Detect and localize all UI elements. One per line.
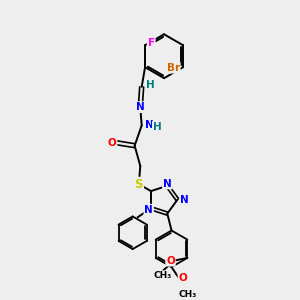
Text: N: N <box>136 102 145 112</box>
Text: F: F <box>148 38 155 48</box>
Text: N: N <box>163 178 172 188</box>
Text: Br: Br <box>167 63 180 73</box>
Text: S: S <box>135 178 143 191</box>
Text: N: N <box>144 205 153 215</box>
Text: N: N <box>145 120 154 130</box>
Text: CH₃: CH₃ <box>179 290 197 299</box>
Text: H: H <box>146 80 154 91</box>
Text: O: O <box>178 273 187 283</box>
Text: O: O <box>108 138 116 148</box>
Text: O: O <box>166 256 175 266</box>
Text: N: N <box>180 195 189 205</box>
Text: CH₃: CH₃ <box>153 271 171 280</box>
Text: H: H <box>153 122 161 132</box>
